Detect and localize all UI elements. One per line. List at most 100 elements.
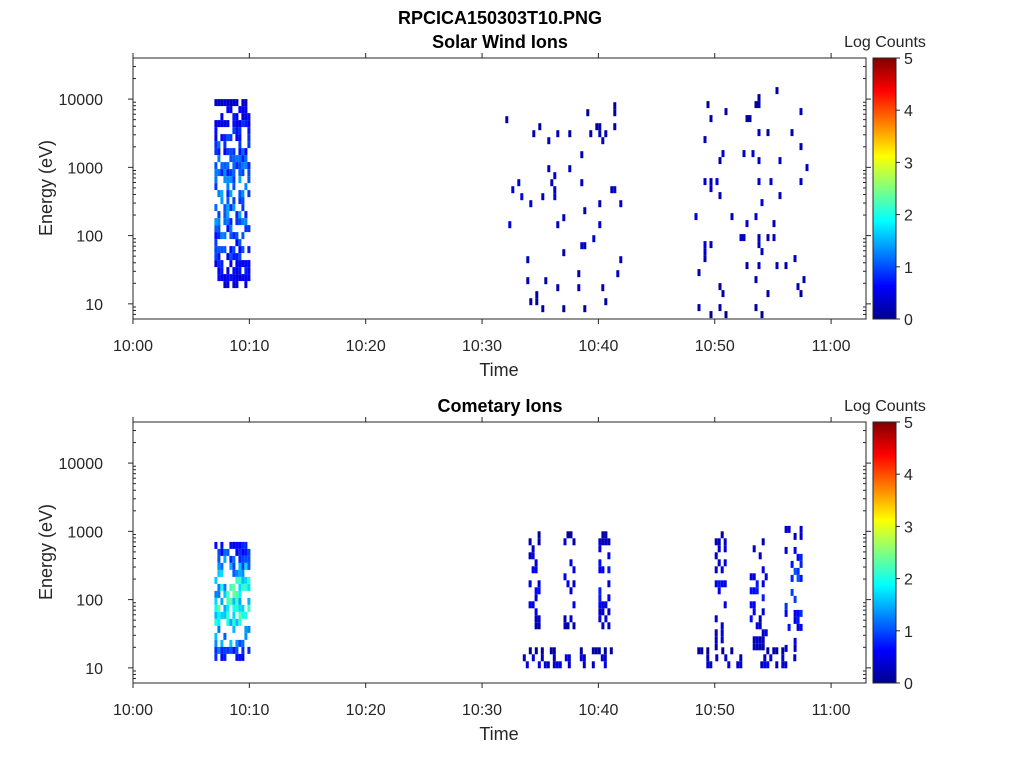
heatmap-cell (754, 213, 758, 221)
heatmap-cell (607, 552, 611, 560)
heatmap-cell (598, 608, 602, 616)
heatmap-cell (238, 120, 242, 128)
colorbar-tick-label: 1 (904, 624, 913, 641)
heatmap-cell (553, 172, 557, 180)
heatmap-cell (772, 220, 776, 228)
heatmap-cell (235, 281, 239, 289)
heatmap-cell (601, 538, 605, 546)
heatmap-cell (562, 249, 566, 257)
heatmap-cell (214, 239, 218, 247)
heatmap-cell (217, 253, 221, 261)
heatmap-cell (244, 120, 248, 128)
heatmap-cell (793, 654, 797, 662)
heatmap-cell (717, 587, 721, 595)
heatmap-cell (226, 646, 230, 654)
heatmap-cell (802, 276, 806, 284)
heatmap-cell (703, 178, 707, 186)
heatmap-cell (723, 559, 727, 567)
heatmap-cell (223, 148, 227, 156)
heatmap-cell (742, 150, 746, 158)
heatmap-cell (572, 538, 576, 546)
heatmap-cell (796, 616, 800, 624)
heatmap-cell (579, 654, 583, 662)
heatmap-cell (766, 290, 770, 298)
heatmap-cell (749, 615, 753, 623)
colorbar-frame (872, 421, 897, 684)
heatmap-cell (235, 604, 239, 612)
heatmap-cell (757, 178, 761, 186)
heatmap-cell (235, 618, 239, 626)
heatmap-cell (796, 609, 800, 617)
heatmap-cell (241, 99, 245, 107)
heatmap-cell (223, 548, 227, 556)
heatmap-cell (715, 178, 719, 186)
x-tick-label: 10:20 (346, 702, 386, 719)
heatmap-cell (531, 601, 535, 609)
heatmap-cell (235, 260, 239, 268)
heatmap-cell (220, 113, 224, 121)
heatmap-cell (784, 602, 788, 610)
heatmap-cell (223, 162, 227, 170)
heatmap-cell (526, 256, 530, 264)
heatmap-cell (232, 590, 236, 598)
heatmap-cell (528, 601, 532, 609)
heatmap-cell (757, 129, 761, 137)
heatmap-cell (763, 661, 767, 669)
heatmap-cell (232, 646, 236, 654)
heatmap-cell (534, 647, 538, 655)
y-axis-ticks: 10 100 1000 10000 (59, 430, 871, 679)
heatmap-cell (244, 562, 248, 570)
heatmap-cell (757, 234, 761, 242)
heatmap-cell (247, 113, 251, 121)
heatmap-cell (229, 106, 233, 114)
heatmap-cell (235, 127, 239, 135)
heatmap-cell (781, 661, 785, 669)
heatmap-cell (226, 267, 230, 275)
heatmap-cell (784, 644, 788, 652)
heatmap-cell (697, 269, 701, 277)
heatmap-cell (742, 234, 746, 242)
heatmap-cell (214, 120, 218, 128)
heatmap-cell (223, 246, 227, 254)
heatmap-cell (784, 262, 788, 270)
heatmap-cell (604, 130, 608, 138)
heatmap-cell (703, 136, 707, 144)
heatmap-cell (241, 204, 245, 212)
heatmap-cell (745, 262, 749, 270)
y-tick-label: 10000 (59, 92, 104, 109)
heatmap-cell (229, 176, 233, 184)
heatmap-cell (763, 654, 767, 662)
heatmap-cell (694, 213, 698, 221)
heatmap-cell (805, 164, 809, 172)
heatmap-cell (223, 583, 227, 591)
heatmap-cell (217, 590, 221, 598)
heatmap-cell (721, 647, 725, 655)
heatmap-cell (220, 99, 224, 107)
heatmap-cell (214, 183, 218, 191)
y-tick-label: 100 (76, 229, 103, 246)
heatmap-cell (582, 654, 586, 662)
heatmap-cell (553, 193, 557, 201)
heatmap-cell (598, 123, 602, 131)
heatmap-cells (214, 525, 803, 669)
heatmap-cell (241, 548, 245, 556)
heatmap-cell (714, 636, 718, 644)
heatmap-cell (718, 192, 722, 200)
heatmap-cell (226, 253, 230, 261)
heatmap-cell (572, 566, 576, 574)
heatmap-cell (745, 220, 749, 228)
heatmap-cell (226, 281, 230, 289)
heatmap-cell (718, 283, 722, 291)
heatmap-cell (799, 574, 803, 582)
heatmap-cell (799, 525, 803, 533)
heatmap-cell (217, 646, 221, 654)
heatmap-cell (758, 643, 762, 651)
heatmap-cell (758, 552, 762, 560)
heatmap-cell (566, 580, 570, 588)
heatmap-cell (568, 165, 572, 173)
heatmap-cell (244, 155, 248, 163)
heatmap-cell (232, 541, 236, 549)
heatmap-cell (241, 583, 245, 591)
heatmap-cell (534, 594, 538, 602)
colorbar-tick-label: 4 (904, 103, 913, 120)
